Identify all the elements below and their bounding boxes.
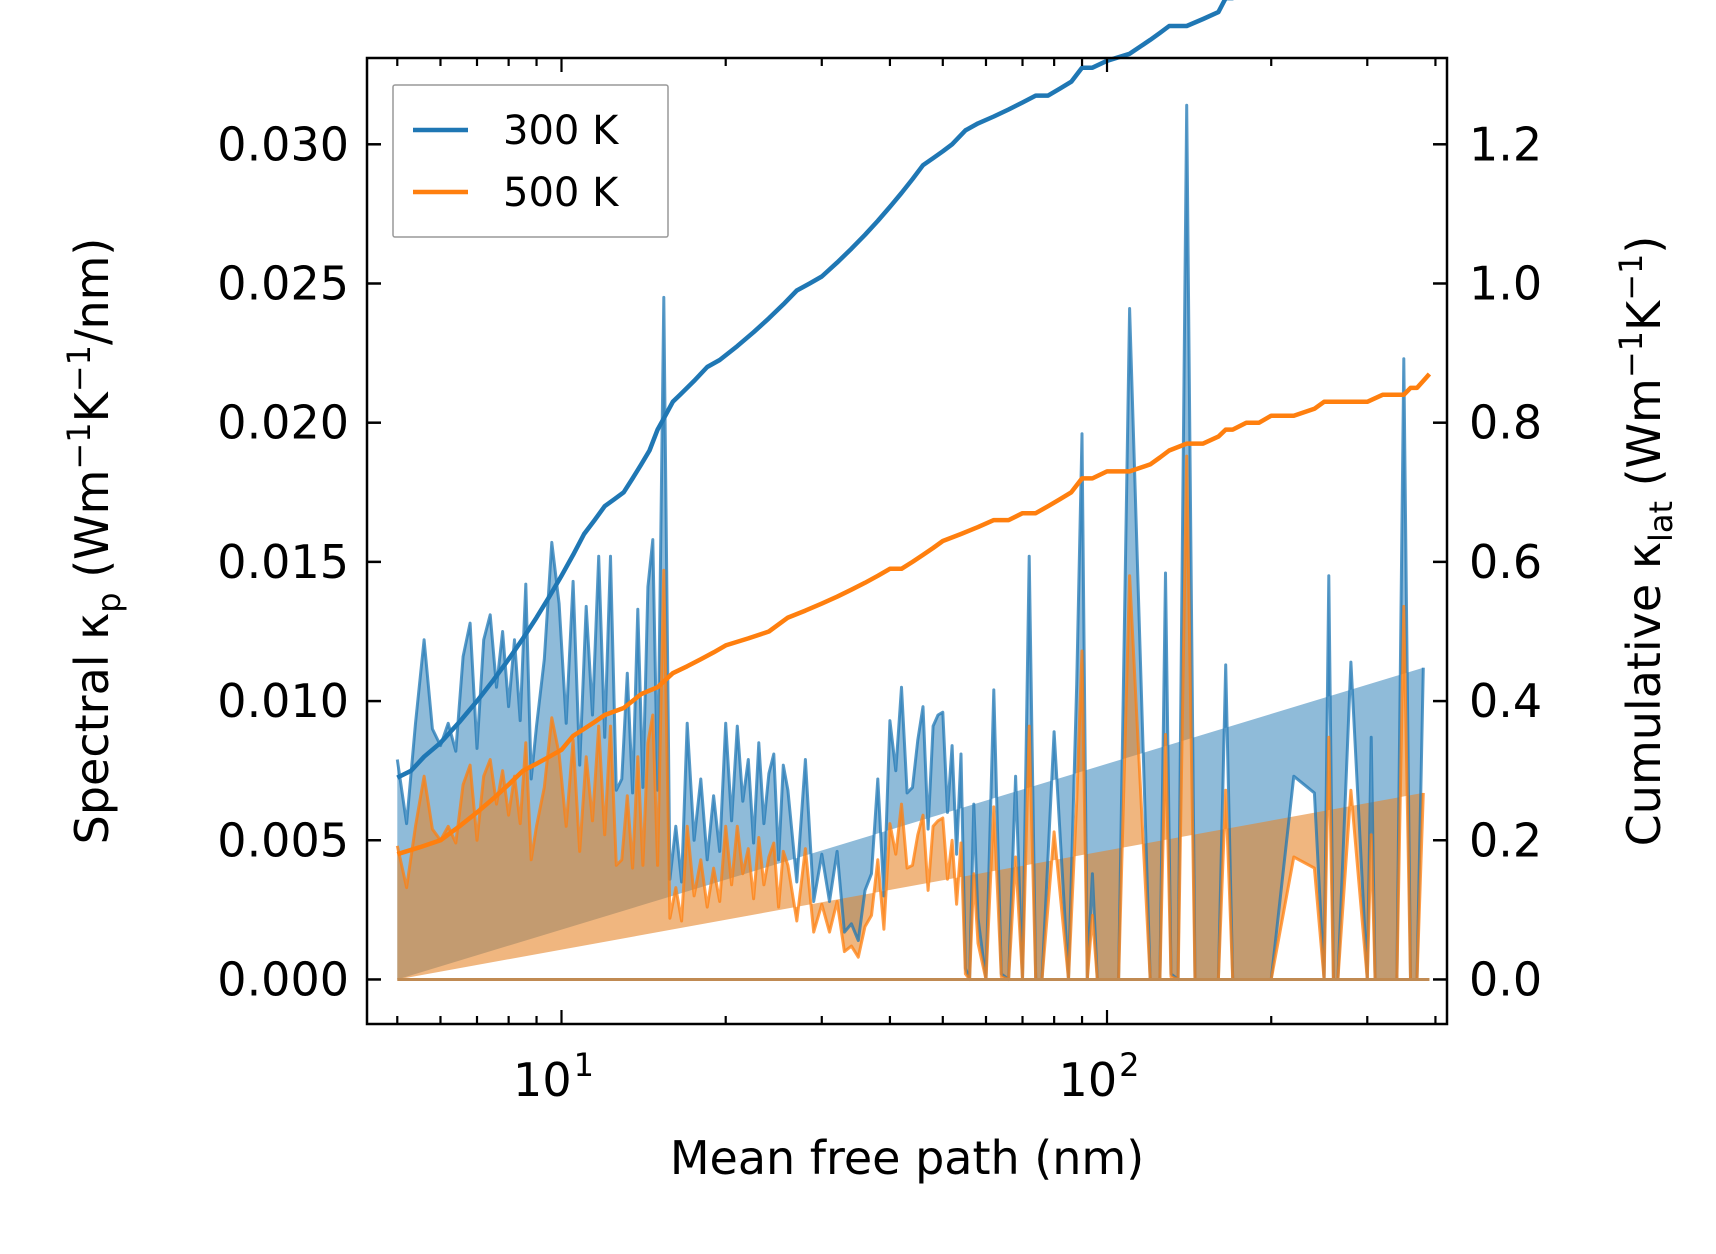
right-tick-label: 0.8 [1469, 396, 1542, 450]
cumulative-line-300-k [396, 0, 1234, 780]
right-tick-label: 0.4 [1469, 674, 1542, 728]
right-tick-label: 1.2 [1469, 117, 1542, 171]
legend: 300 K 500 K [392, 84, 669, 238]
legend-label-500-k: 500 K [503, 170, 620, 216]
cumulative-line-500-k [396, 372, 1432, 857]
left-axis-title: Spectral κp (Wm−1K−1/nm) [60, 238, 128, 845]
spectral-fill-500-k [397, 456, 1424, 980]
left-tick-label: 0.005 [217, 813, 349, 867]
right-tick-label: 0.6 [1469, 535, 1542, 589]
x-axis-title: Mean free path (nm) [670, 1131, 1144, 1185]
right-tick-label: 1.0 [1469, 256, 1542, 310]
right-tick-label: 0.0 [1469, 952, 1542, 1006]
left-tick-label: 0.000 [217, 952, 349, 1006]
left-tick-label: 0.015 [217, 535, 349, 589]
left-tick-label: 0.010 [217, 674, 349, 728]
axes: 0.000 0.005 0.010 0.015 0.020 0.025 0.030 0.0 0.… [60, 58, 1680, 1185]
right-tick-label: 0.2 [1469, 813, 1542, 867]
legend-box [392, 84, 669, 238]
left-tick-label: 0.025 [217, 256, 349, 310]
legend-label-300-k: 300 K [503, 108, 620, 154]
right-axis-title: Cumulative κlat (Wm−1K−1) [1612, 236, 1680, 847]
left-tick-label: 0.030 [217, 117, 349, 171]
left-tick-label: 0.020 [217, 396, 349, 450]
data-lines [395, 0, 1432, 981]
plot-frame [365, 56, 1449, 1026]
